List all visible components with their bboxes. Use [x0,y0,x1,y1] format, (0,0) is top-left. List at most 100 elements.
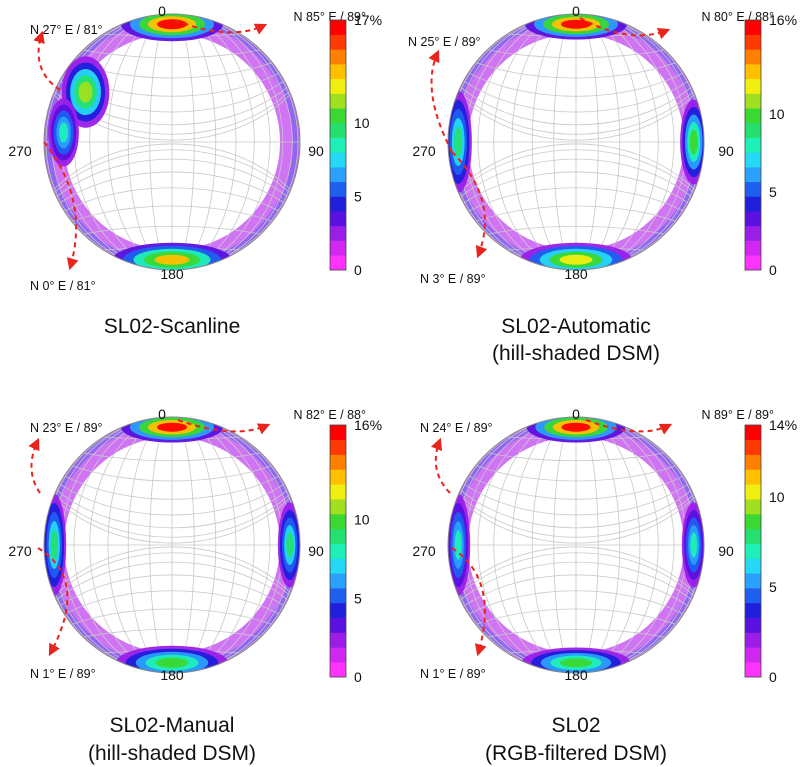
colorbar-step [745,255,761,271]
density-contour [157,19,187,30]
colorbar-step [330,196,346,212]
colorbar-step [330,255,346,271]
colorbar-step [330,469,346,485]
colorbar-step [330,108,346,124]
azimuth-label-west: 270 [8,543,32,559]
density-contour [78,81,93,103]
density-contour [561,19,591,29]
colorbar-tick: 10 [354,115,370,131]
azimuth-label-east: 90 [718,543,734,559]
panel-subtitle: (RGB-filtered DSM) [485,742,667,765]
net-primitive [447,416,705,674]
azimuth-label-east: 90 [308,143,324,159]
colorbar-frame [329,19,347,271]
panel-title: SL02-Scanline [104,315,241,338]
cluster-label: N 24° E / 89° [420,421,493,435]
colorbar-step [745,573,761,589]
colorbar: 0 5 10 17% [329,12,382,278]
colorbar: 0 5 10 16% [329,417,382,685]
pole-arrow [43,141,79,271]
colorbar-max-label: 16% [354,417,382,433]
density-contour [690,532,698,558]
panel-subtitle: (hill-shaded DSM) [492,342,660,365]
colorbar-step [745,484,761,500]
colorbar-step [330,617,346,633]
colorbar-tick: 10 [769,489,785,505]
colorbar-step [745,240,761,256]
colorbar-step [330,64,346,80]
colorbar-step [330,602,346,619]
azimuth-label-west: 270 [8,143,32,159]
colorbar-step [330,93,346,109]
pole-arrow [451,547,487,657]
azimuth-label-north: 0 [572,3,580,19]
colorbar-max-label: 14% [769,417,797,433]
density-contour [561,422,591,432]
colorbar-step [330,167,346,183]
colorbar-step [330,425,346,441]
colorbar-tick: 0 [769,669,777,685]
density-contour [454,127,463,157]
azimuth-label-south: 180 [160,667,184,683]
colorbar-step [745,439,761,455]
colorbar-step [745,20,761,36]
colorbar-tick: 0 [354,669,362,685]
colorbar-step [745,454,761,470]
colorbar-step [330,181,346,197]
density-contour [155,657,189,668]
colorbar-step [745,225,761,241]
cluster-label: N 80° E / 88° [701,10,774,24]
colorbar-step [330,454,346,470]
colorbar-step [330,211,346,227]
stereonet-panel: 0 90 180 270 N 23° E / 89° N 82° E / 88° N 1° … [8,406,382,765]
colorbar-tick: 0 [769,262,777,278]
colorbar-step [745,181,761,197]
colorbar-frame [329,424,347,678]
colorbar-step [745,513,761,530]
colorbar-step [330,137,346,153]
colorbar-step [330,662,346,678]
azimuth-label-north: 0 [572,406,580,422]
colorbar-step [330,573,346,589]
density-contour [559,254,593,265]
colorbar-step [745,543,761,559]
colorbar-step [745,64,761,80]
azimuth-label-east: 90 [308,543,324,559]
panel-title: SL02-Automatic [501,315,650,338]
azimuth-label-west: 270 [412,543,436,559]
colorbar-step [330,20,346,36]
colorbar-step [745,78,761,94]
colorbar-max-label: 17% [354,12,382,28]
pole-arrow [585,419,673,435]
colorbar-frame [744,19,762,271]
colorbar-tick: 10 [354,512,370,528]
colorbar-step [330,152,346,168]
colorbar-tick: 0 [354,262,362,278]
cluster-label: N 23° E / 89° [30,421,103,435]
cluster-label: N 0° E / 81° [30,279,96,293]
colorbar-step [745,34,761,50]
colorbar-step [330,78,346,94]
colorbar-tick: 10 [769,106,785,122]
density-contour [154,254,190,265]
colorbar-step [745,499,761,515]
colorbar-step [330,34,346,50]
pole-arrow [451,151,488,259]
colorbar-step [745,528,761,544]
colorbar-step [330,513,346,530]
pole-arrow [174,19,268,35]
pole-arrow [579,17,671,40]
cluster-label: N 82° E / 88° [293,408,366,422]
panel-title: SL02 [551,714,600,737]
colorbar-tick: 5 [354,590,362,606]
colorbar-step [745,108,761,124]
azimuth-label-north: 0 [158,406,166,422]
azimuth-label-north: 0 [158,3,166,19]
colorbar-step [745,647,761,663]
pole-arrow [177,419,271,435]
colorbar: 0 5 10 14% [744,417,797,685]
colorbar-step [330,543,346,559]
colorbar-step [745,662,761,678]
colorbar-frame [744,424,762,678]
